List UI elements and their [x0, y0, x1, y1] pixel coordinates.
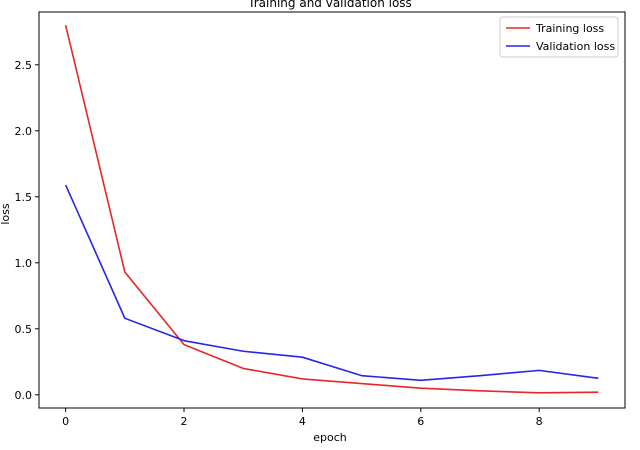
- legend-box: [499, 16, 619, 58]
- x-tick-label: 0: [62, 415, 69, 428]
- legend-label: Validation loss: [536, 40, 615, 53]
- x-axis: 0 2 4 6 8: [62, 408, 543, 428]
- y-axis-label: loss: [0, 203, 12, 225]
- y-axis: 0.0 0.5 1.0 1.5 2.0 2.5: [15, 59, 39, 402]
- plot-area: [38, 11, 626, 409]
- legend-label: Training loss: [535, 22, 604, 35]
- legend: Training loss Validation loss: [499, 16, 619, 58]
- x-tick-label: 8: [536, 415, 543, 428]
- x-tick-label: 2: [181, 415, 188, 428]
- series-line-validation-loss: [64, 184, 599, 382]
- y-tick-label: 0.5: [15, 323, 33, 336]
- series-layer: [64, 25, 599, 394]
- chart-title: Training and validation loss: [247, 0, 412, 10]
- x-tick-label: 4: [299, 415, 306, 428]
- x-tick-label: 6: [417, 415, 424, 428]
- y-tick-label: 2.5: [15, 59, 33, 72]
- x-axis-label: epoch: [313, 431, 347, 444]
- series-line-training-loss: [64, 25, 599, 394]
- y-tick-label: 1.0: [15, 257, 33, 270]
- y-tick-label: 2.0: [15, 125, 33, 138]
- y-tick-label: 1.5: [15, 191, 33, 204]
- y-tick-label: 0.0: [15, 389, 33, 402]
